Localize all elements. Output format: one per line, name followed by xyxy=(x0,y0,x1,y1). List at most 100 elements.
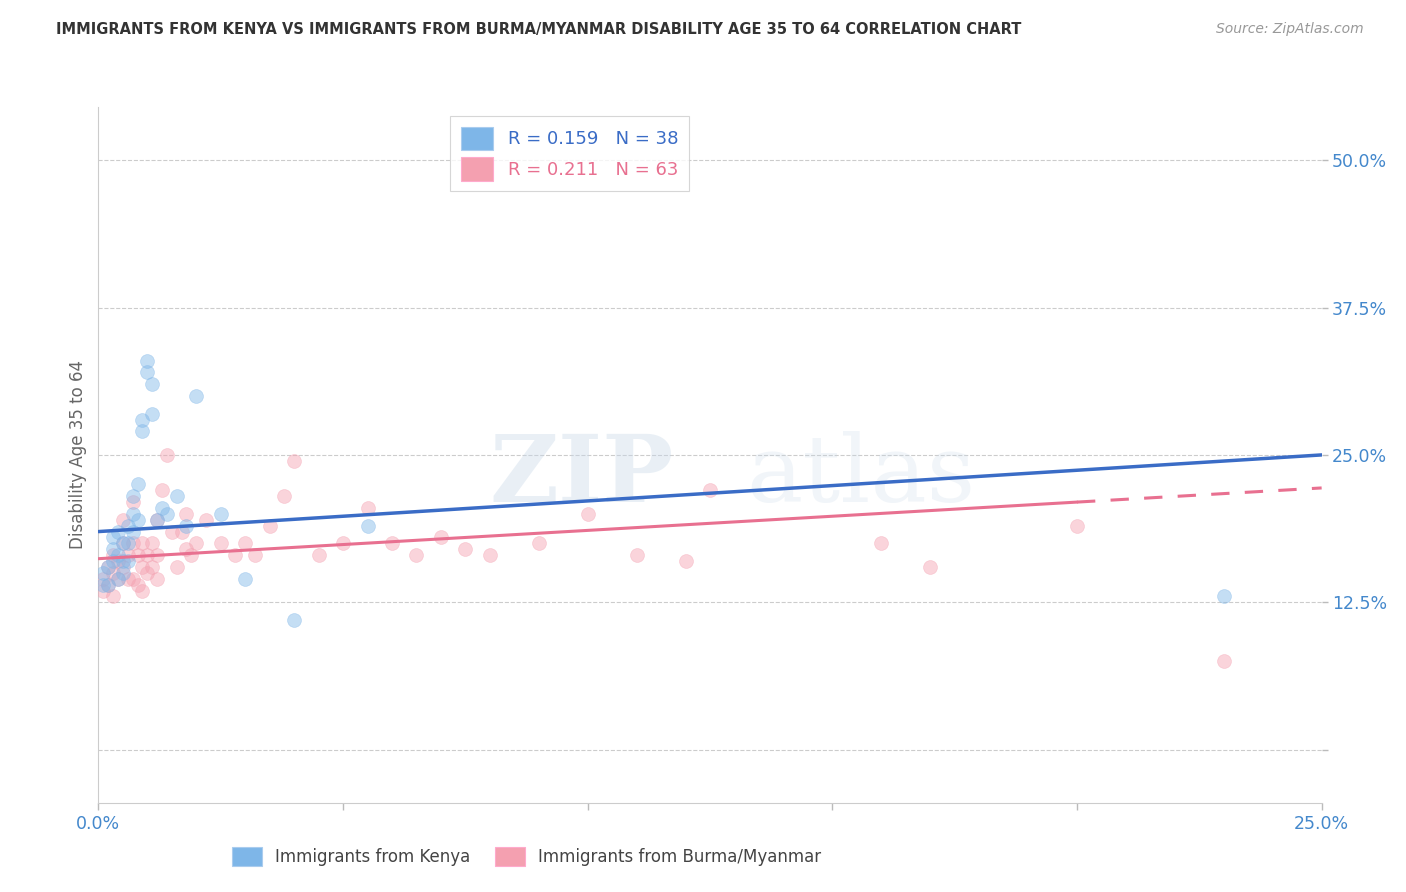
Point xyxy=(224,548,246,562)
Point xyxy=(259,518,281,533)
Point xyxy=(117,536,139,550)
Point xyxy=(131,560,153,574)
Point xyxy=(117,548,139,562)
Point xyxy=(91,566,114,580)
Point xyxy=(127,477,149,491)
Point xyxy=(156,507,179,521)
Point xyxy=(131,536,153,550)
Point xyxy=(356,500,378,515)
Point xyxy=(478,548,501,562)
Point xyxy=(136,548,159,562)
Point xyxy=(156,448,179,462)
Point xyxy=(111,536,134,550)
Point xyxy=(166,560,188,574)
Point xyxy=(209,536,232,550)
Point xyxy=(150,500,173,515)
Point xyxy=(117,572,139,586)
Point xyxy=(146,548,169,562)
Point xyxy=(233,536,256,550)
Point xyxy=(136,353,159,368)
Point xyxy=(146,513,169,527)
Point xyxy=(117,554,139,568)
Point xyxy=(107,554,129,568)
Point xyxy=(1212,590,1234,604)
Point xyxy=(111,554,134,568)
Point xyxy=(166,489,188,503)
Point xyxy=(1212,654,1234,668)
Point xyxy=(870,536,893,550)
Text: IMMIGRANTS FROM KENYA VS IMMIGRANTS FROM BURMA/MYANMAR DISABILITY AGE 35 TO 64 C: IMMIGRANTS FROM KENYA VS IMMIGRANTS FROM… xyxy=(56,22,1022,37)
Point xyxy=(121,507,143,521)
Point xyxy=(699,483,721,498)
Point xyxy=(107,572,129,586)
Point xyxy=(101,548,124,562)
Point xyxy=(107,524,129,539)
Point xyxy=(91,577,114,591)
Point xyxy=(101,566,124,580)
Point xyxy=(101,590,124,604)
Point xyxy=(160,524,183,539)
Point xyxy=(195,513,218,527)
Point xyxy=(405,548,427,562)
Point xyxy=(283,613,305,627)
Point xyxy=(920,560,942,574)
Point xyxy=(111,566,134,580)
Point xyxy=(97,577,120,591)
Point xyxy=(101,542,124,557)
Point xyxy=(111,513,134,527)
Point xyxy=(91,583,114,598)
Point xyxy=(146,513,169,527)
Point xyxy=(454,542,477,557)
Text: atlas: atlas xyxy=(747,431,976,521)
Point xyxy=(1066,518,1088,533)
Point xyxy=(97,560,120,574)
Text: ZIP: ZIP xyxy=(489,431,673,521)
Point xyxy=(111,560,134,574)
Point xyxy=(136,365,159,379)
Point xyxy=(121,489,143,503)
Point xyxy=(176,507,198,521)
Point xyxy=(107,548,129,562)
Point xyxy=(308,548,330,562)
Point xyxy=(107,572,129,586)
Point xyxy=(180,548,202,562)
Point xyxy=(150,483,173,498)
Point xyxy=(121,495,143,509)
Point xyxy=(121,524,143,539)
Point xyxy=(176,518,198,533)
Point xyxy=(233,572,256,586)
Point xyxy=(131,425,153,439)
Point xyxy=(283,454,305,468)
Point xyxy=(121,572,143,586)
Point xyxy=(146,572,169,586)
Text: Source: ZipAtlas.com: Source: ZipAtlas.com xyxy=(1216,22,1364,37)
Point xyxy=(626,548,648,562)
Point xyxy=(186,389,208,403)
Point xyxy=(136,566,159,580)
Point xyxy=(131,412,153,426)
Point xyxy=(111,536,134,550)
Point xyxy=(141,536,163,550)
Point xyxy=(127,548,149,562)
Point xyxy=(176,542,198,557)
Y-axis label: Disability Age 35 to 64: Disability Age 35 to 64 xyxy=(69,360,87,549)
Point xyxy=(141,377,163,392)
Point xyxy=(170,524,193,539)
Point xyxy=(127,577,149,591)
Point xyxy=(97,560,120,574)
Point xyxy=(430,531,453,545)
Point xyxy=(141,560,163,574)
Point xyxy=(527,536,550,550)
Point xyxy=(576,507,599,521)
Point xyxy=(186,536,208,550)
Point xyxy=(127,513,149,527)
Point xyxy=(101,531,124,545)
Point xyxy=(356,518,378,533)
Point xyxy=(273,489,295,503)
Point xyxy=(121,536,143,550)
Point xyxy=(243,548,266,562)
Point xyxy=(141,407,163,421)
Point xyxy=(117,518,139,533)
Point xyxy=(101,554,124,568)
Point xyxy=(675,554,697,568)
